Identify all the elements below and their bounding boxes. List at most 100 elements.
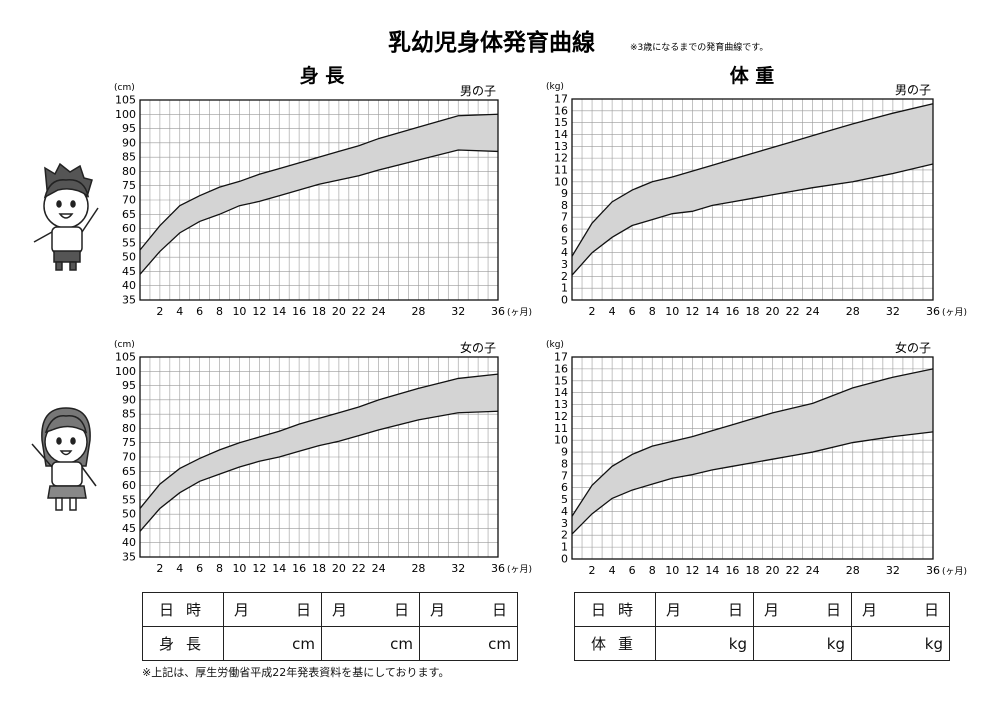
y-unit-label: (kg) <box>546 82 564 92</box>
day-label: 日 <box>393 601 409 619</box>
weight-record-table: 日時 月日 月日 月日 体重 kg kg kg <box>574 592 950 661</box>
lower-percentile-line <box>571 163 934 276</box>
y-tick-label: 17 <box>554 93 568 106</box>
x-tick-label: 10 <box>232 562 246 575</box>
y-tick-label: 50 <box>122 251 136 264</box>
x-unit-label: (ヶ月) <box>942 307 967 318</box>
x-tick-label: 36 <box>926 564 940 577</box>
x-tick-label: 22 <box>786 305 800 318</box>
x-tick-label: 6 <box>629 305 636 318</box>
height-cell[interactable]: cm <box>321 626 420 661</box>
date-cell[interactable]: 月日 <box>851 592 950 627</box>
x-tick-label: 16 <box>292 562 306 575</box>
month-label: 月 <box>764 601 780 619</box>
sex-label: 女の子 <box>460 340 496 355</box>
y-tick-label: 6 <box>561 223 568 236</box>
y-tick-label: 10 <box>554 434 568 447</box>
x-tick-label: 6 <box>196 562 203 575</box>
month-label: 月 <box>666 601 682 619</box>
x-tick-label: 22 <box>352 305 366 318</box>
x-tick-label: 12 <box>252 305 266 318</box>
x-tick-label: 16 <box>292 305 306 318</box>
x-tick-label: 4 <box>609 564 616 577</box>
sex-label: 男の子 <box>460 84 496 98</box>
y-tick-label: 65 <box>122 208 136 221</box>
x-tick-label: 36 <box>926 305 940 318</box>
y-tick-label: 35 <box>122 551 136 564</box>
weight-heading: 体 重 <box>730 64 775 87</box>
date-cell[interactable]: 月日 <box>223 592 322 627</box>
x-tick-label: 12 <box>685 564 699 577</box>
y-tick-label: 3 <box>561 258 568 271</box>
upper-percentile-line <box>139 373 499 509</box>
y-tick-label: 90 <box>122 136 136 149</box>
x-tick-label: 32 <box>451 562 465 575</box>
y-tick-label: 4 <box>561 246 568 259</box>
table-row: 日時 月日 月日 月日 <box>142 592 518 627</box>
weight-cell[interactable]: kg <box>655 626 754 661</box>
date-cell[interactable]: 月日 <box>753 592 852 627</box>
x-tick-label: 22 <box>352 562 366 575</box>
y-tick-label: 6 <box>561 481 568 494</box>
x-tick-label: 20 <box>766 305 780 318</box>
plot-frame <box>139 356 499 558</box>
y-tick-label: 14 <box>554 128 568 141</box>
x-tick-label: 28 <box>846 305 860 318</box>
table-row: 体重 kg kg kg <box>574 626 950 661</box>
y-tick-label: 16 <box>554 362 568 375</box>
day-label: 日 <box>825 601 841 619</box>
y-tick-label: 12 <box>554 410 568 423</box>
x-tick-label: 24 <box>372 562 386 575</box>
height-cell[interactable]: cm <box>419 626 518 661</box>
y-tick-label: 0 <box>561 294 568 307</box>
x-tick-label: 14 <box>705 564 719 577</box>
y-tick-label: 75 <box>122 179 136 192</box>
upper-percentile-line <box>571 103 934 257</box>
y-tick-label: 40 <box>122 536 136 549</box>
x-tick-label: 14 <box>272 562 286 575</box>
date-cell[interactable]: 月日 <box>419 592 518 627</box>
x-tick-label: 20 <box>332 562 346 575</box>
y-tick-label: 2 <box>561 529 568 542</box>
height-cell[interactable]: cm <box>223 626 322 661</box>
weight-cell[interactable]: kg <box>851 626 950 661</box>
y-tick-label: 85 <box>122 151 136 164</box>
y-tick-label: 7 <box>561 211 568 224</box>
x-tick-label: 36 <box>491 305 505 318</box>
date-cell[interactable]: 月日 <box>321 592 420 627</box>
x-tick-label: 32 <box>886 305 900 318</box>
y-tick-label: 16 <box>554 104 568 117</box>
x-tick-label: 14 <box>272 305 286 318</box>
y-tick-label: 1 <box>561 282 568 295</box>
y-tick-label: 15 <box>554 374 568 387</box>
date-header: 日時 <box>574 592 656 627</box>
x-tick-label: 20 <box>332 305 346 318</box>
day-label: 日 <box>295 601 311 619</box>
x-tick-label: 10 <box>665 564 679 577</box>
date-header: 日時 <box>142 592 224 627</box>
y-tick-label: 95 <box>122 122 136 135</box>
date-cell[interactable]: 月日 <box>655 592 754 627</box>
month-label: 月 <box>430 601 446 619</box>
weight-cell[interactable]: kg <box>753 626 852 661</box>
sex-label: 女の子 <box>895 340 931 355</box>
x-tick-label: 28 <box>411 305 425 318</box>
y-tick-label: 70 <box>122 451 136 464</box>
x-tick-label: 8 <box>649 564 656 577</box>
y-tick-label: 5 <box>561 493 568 506</box>
lower-percentile-line <box>571 431 934 535</box>
x-tick-label: 6 <box>196 305 203 318</box>
page-subtitle-note: ※3歳になるまでの発育曲線です。 <box>630 41 768 53</box>
x-tick-label: 4 <box>609 305 616 318</box>
y-tick-label: 15 <box>554 116 568 129</box>
y-tick-label: 105 <box>115 94 136 107</box>
x-tick-label: 2 <box>589 564 596 577</box>
y-tick-label: 8 <box>561 199 568 212</box>
y-unit-label: (cm) <box>114 83 135 93</box>
x-tick-label: 8 <box>216 562 223 575</box>
y-tick-label: 13 <box>554 398 568 411</box>
y-tick-label: 13 <box>554 140 568 153</box>
y-tick-label: 95 <box>122 379 136 392</box>
day-label: 日 <box>923 601 939 619</box>
